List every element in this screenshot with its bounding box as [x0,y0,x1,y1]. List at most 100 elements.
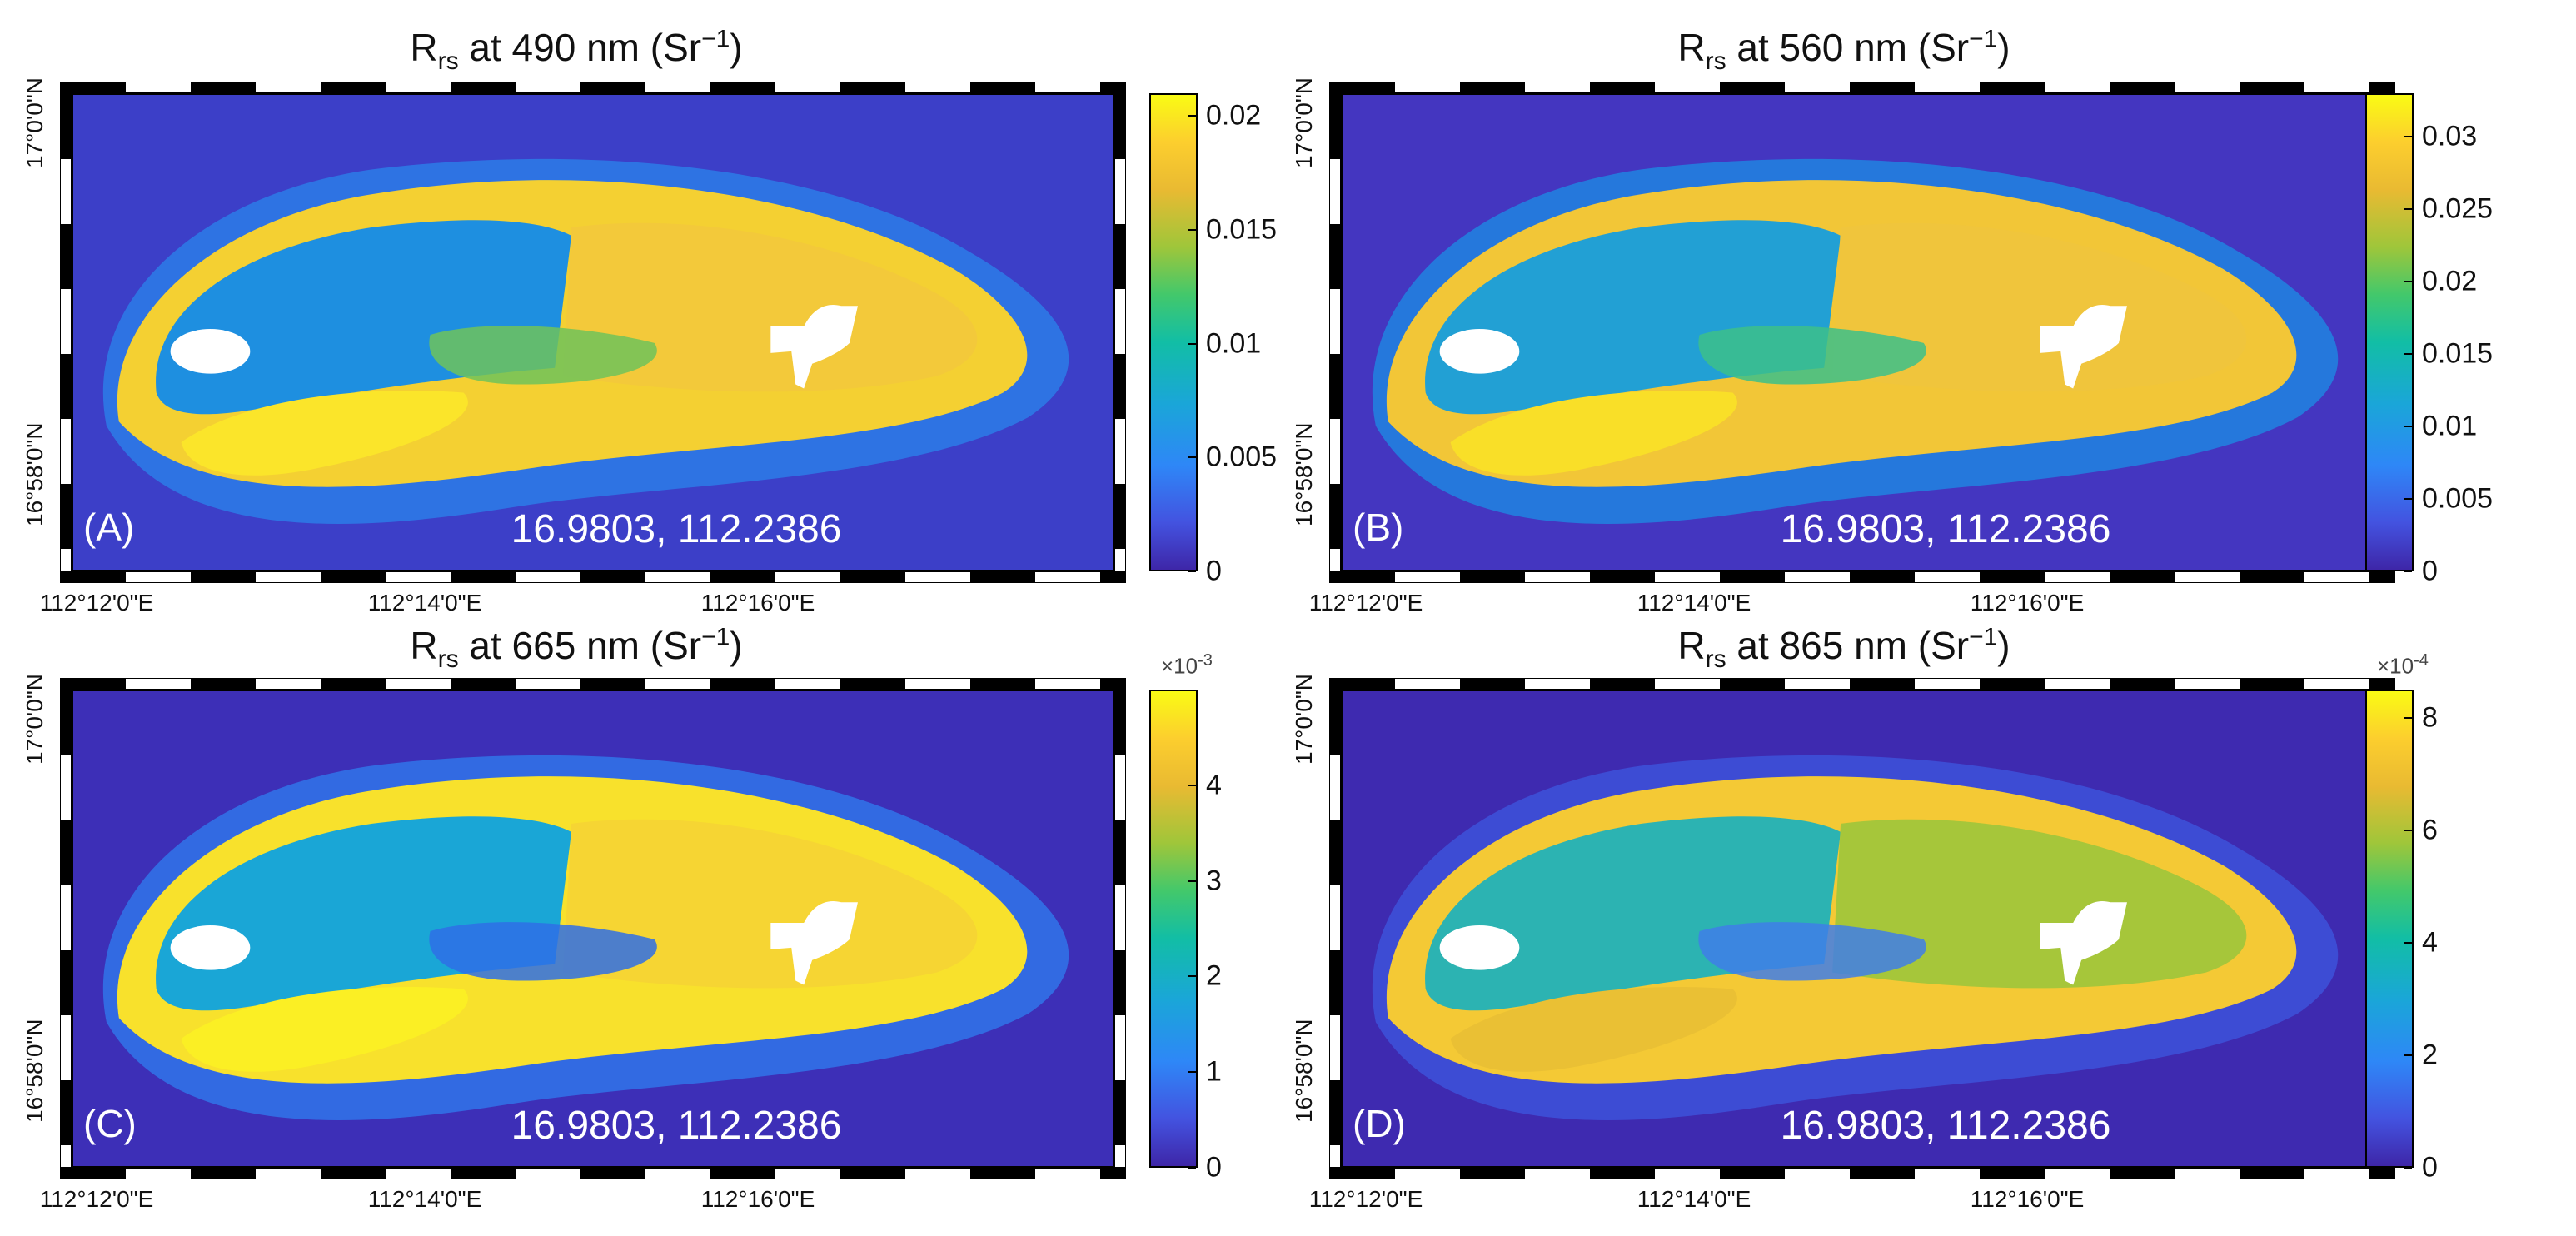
title-superscript: −1 [1969,623,1998,651]
reef-image [1343,691,2382,1166]
colorbar-exponent-base: ×10 [1161,653,1198,679]
colorbar-tick-mark [2404,571,2412,572]
title-subscript: rs [437,47,459,75]
coordinate-annotation: 16.9803, 112.2386 [511,1104,842,1148]
longitude-tick-label: 112°16'0"E [1970,1186,2085,1212]
island-east [2040,304,2127,389]
colorbar-tick-mark [2404,426,2412,428]
latitude-tick-label: 17°0'0"N [22,77,47,168]
lagoon-middle [429,922,657,981]
island-west [1439,925,1520,970]
colorbar-tick-label: 0.015 [2422,337,2494,370]
colorbar-tick-mark [2404,829,2412,831]
lagoon-east [1832,819,2247,989]
map-frame-bottom [60,1168,1126,1179]
lagoon-middle [1698,326,1926,385]
map-frame-bottom [1329,1168,2395,1179]
map-frame-bottom [1329,571,2395,583]
panel-title: Rrs at 665 nm (Sr−1) [410,623,742,674]
longitude-tick-label: 112°16'0"E [1970,590,2085,616]
reef-south-band [1450,391,1737,476]
latitude-tick-label: 17°0'0"N [1291,674,1317,765]
map-frame-left [60,690,72,1168]
map-frame-top [60,82,1126,93]
title-superscript: −1 [701,623,730,651]
colorbar-tick-mark [1188,880,1196,882]
colorbar-tick-label: 6 [2422,814,2438,846]
coordinate-annotation: 16.9803, 112.2386 [511,507,842,551]
colorbar-tick-mark [2404,281,2412,283]
colorbar-tick-mark [1188,1167,1196,1169]
colorbar-tick-mark [1188,342,1196,345]
colorbar [2365,690,2414,1168]
colorbar-tick-mark [2404,941,2412,944]
longitude-tick-label: 112°16'0"E [700,590,815,616]
colorbar-tick-label: 0 [1206,555,1222,587]
island-west [170,925,251,970]
colorbar-tick-label: 2 [2422,1039,2438,1071]
longitude-tick-label: 112°14'0"E [1637,1186,1751,1212]
map-frame-top [1329,82,2395,93]
island-east [770,900,858,985]
colorbar-tick-mark [2404,498,2412,501]
colorbar-exponent-power: -3 [1198,651,1213,670]
longitude-tick-label: 112°14'0"E [367,590,482,616]
latitude-tick-label: 17°0'0"N [1291,77,1317,168]
colorbar-exponent: ×10-3 [1161,651,1213,680]
reef-south-band [181,391,468,476]
colorbar-tick-label: 2 [1206,959,1222,992]
colorbar-tick-mark [2404,1167,2412,1169]
colorbar-tick-mark [1188,784,1196,786]
reflectance-map [72,93,1114,571]
colorbar-tick-label: 1 [1206,1055,1222,1088]
latitude-tick-label: 17°0'0"N [22,674,47,765]
panel-label: (D) [1353,1102,1406,1145]
lagoon-east [1832,222,2247,392]
reef-image [73,95,1113,570]
latitude-tick-label: 16°58'0"N [22,422,47,526]
colorbar-tick-mark [2404,1054,2412,1056]
colorbar [1149,690,1198,1168]
map-frame-top [1329,678,2395,690]
lagoon-middle [429,326,657,385]
panel-label: (B) [1353,506,1404,549]
map-frame-right [1114,690,1126,1168]
colorbar-exponent: ×10-4 [2377,651,2429,680]
colorbar-tick-label: 0.03 [2422,120,2478,152]
title-close: ) [1997,624,2010,667]
colorbar-tick-mark [2404,716,2412,719]
map-frame-left [60,93,72,571]
coordinate-annotation: 16.9803, 112.2386 [1780,507,2111,551]
colorbar-tick-label: 0.01 [2422,410,2478,442]
island-west [170,329,251,374]
colorbar-tick-label: 3 [1206,865,1222,897]
longitude-tick-label: 112°12'0"E [39,1186,154,1212]
panel-label: (C) [83,1102,137,1145]
reflectance-map [72,690,1114,1168]
colorbar-tick-mark [1188,571,1196,572]
colorbar-tick-label: 8 [2422,701,2438,734]
title-main: R [1677,624,1706,667]
colorbar-tick-label: 4 [2422,926,2438,959]
colorbar-tick-mark [1188,975,1196,978]
reef-image [1343,95,2382,570]
longitude-tick-label: 112°12'0"E [1308,590,1423,616]
colorbar-tick-label: 0.025 [2422,192,2494,225]
map-frame-right [1114,93,1126,571]
reef-image [73,691,1113,1166]
colorbar-tick-label: 0.005 [2422,482,2494,515]
reflectance-map [1341,690,2384,1168]
colorbar-tick-label: 4 [1206,769,1222,801]
coordinate-annotation: 16.9803, 112.2386 [1780,1104,2111,1148]
longitude-tick-label: 112°16'0"E [700,1186,815,1212]
island-west [1439,329,1520,374]
panel-label: (A) [83,506,135,549]
title-main: R [410,26,438,69]
title-text: at 490 nm (Sr [458,26,702,69]
panel-title: Rrs at 865 nm (Sr−1) [1677,623,2010,674]
longitude-tick-label: 112°14'0"E [1637,590,1751,616]
lagoon-middle [1698,922,1926,981]
title-superscript: −1 [1969,25,1998,53]
colorbar [2365,93,2414,571]
colorbar-tick-mark [1188,1071,1196,1074]
